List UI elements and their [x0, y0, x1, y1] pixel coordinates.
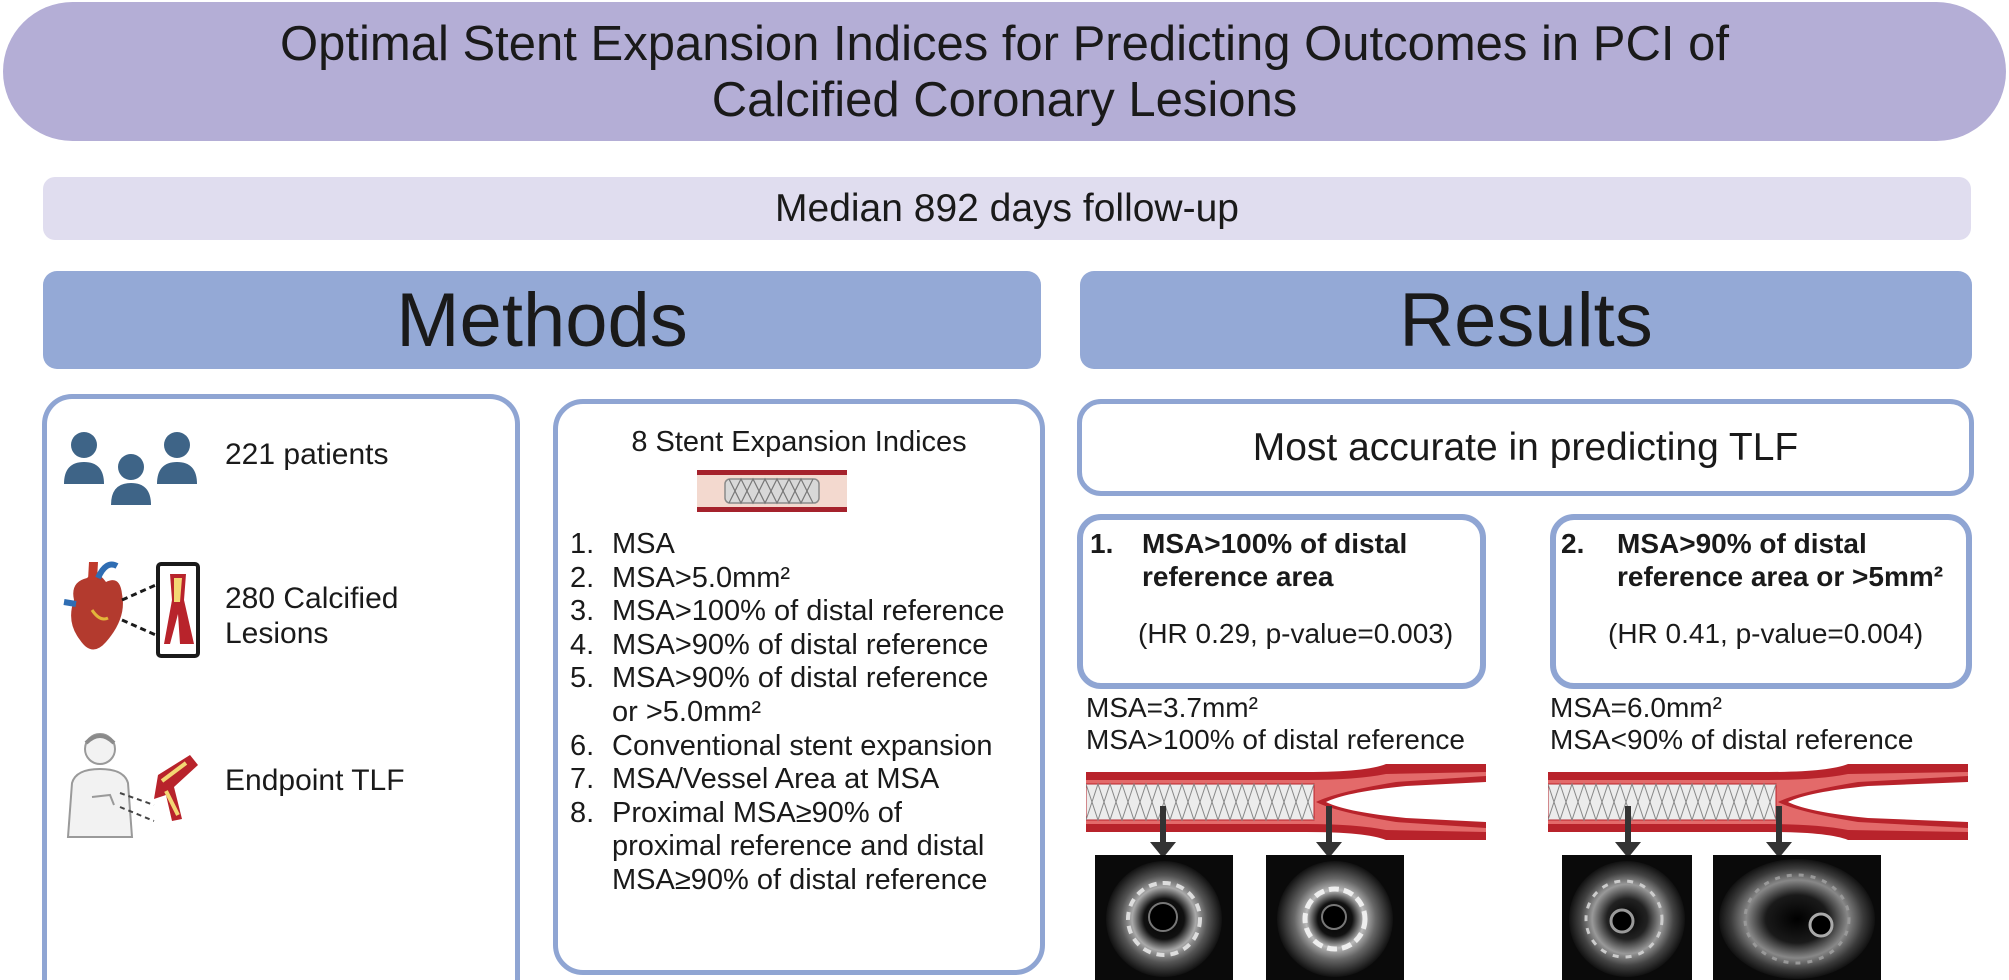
stented-vessel-1: [1086, 764, 1486, 858]
result-2-title: MSA>90% of distal reference area or >5mm…: [1617, 528, 1944, 592]
ivus-image-4: [1713, 855, 1881, 980]
index-item: 6. Conventional stent expansion: [570, 729, 993, 762]
ivus-image-1: [1095, 855, 1233, 980]
indices-title: 8 Stent Expansion Indices: [631, 426, 967, 458]
result-box-2: [1550, 514, 1972, 689]
result-box-1: [1077, 514, 1486, 689]
results-header: Results: [1080, 271, 1972, 369]
ivus-image-2: [1266, 855, 1404, 980]
index-item: 8. Proximal MSA≥90% of proximal reference…: [570, 796, 988, 896]
stent-icon: [697, 470, 847, 512]
arrows: [1150, 806, 1342, 858]
ivus-image-3: [1562, 855, 1692, 980]
most-accurate-box: Most accurate in predicting TLF: [1077, 399, 1974, 496]
result-1-title: MSA>100% of distal reference area: [1142, 528, 1408, 592]
methods-header: Methods: [43, 271, 1041, 369]
result-1-number: 1.: [1090, 528, 1114, 559]
heart-artery-icon: [63, 561, 200, 658]
index-item: 7. MSA/Vessel Area at MSA: [570, 763, 940, 796]
lesions-count: 280 Calcified Lesions: [225, 582, 399, 650]
stented-vessel-2: [1548, 764, 1968, 858]
index-item: 2. MSA>5.0mm²: [570, 561, 791, 594]
patients-count: 221 patients: [225, 438, 389, 471]
result-2-number: 2.: [1561, 528, 1585, 559]
follow-up-bar: Median 892 days follow-up: [43, 177, 1971, 240]
indices-list: 1. MSA 2. MSA>5.0mm² 3. MSA>100% of distal …: [570, 528, 1040, 898]
index-item: 1. MSA: [570, 528, 675, 560]
index-item: 3. MSA>100% of distal reference: [570, 595, 1005, 628]
patient-endpoint-icon: [66, 733, 198, 838]
result-2-msa: MSA=6.0mm² MSA<90% of distal reference: [1550, 692, 1914, 755]
endpoint-label: Endpoint TLF: [225, 764, 405, 797]
patients-icon: [64, 432, 197, 505]
page-title: Optimal Stent Expansion Indices for Pred…: [280, 16, 1729, 127]
index-item: 4. MSA>90% of distal reference: [570, 628, 989, 661]
result-1-msa: MSA=3.7mm² MSA>100% of distal reference: [1086, 692, 1465, 755]
result-1-hr: (HR 0.29, p-value=0.003): [1138, 618, 1454, 649]
result-2-hr: (HR 0.41, p-value=0.004): [1608, 618, 1924, 649]
index-item: 5. MSA>90% of distal reference or >5.0mm²: [570, 662, 989, 728]
title-banner: Optimal Stent Expansion Indices for Pred…: [3, 2, 2006, 141]
